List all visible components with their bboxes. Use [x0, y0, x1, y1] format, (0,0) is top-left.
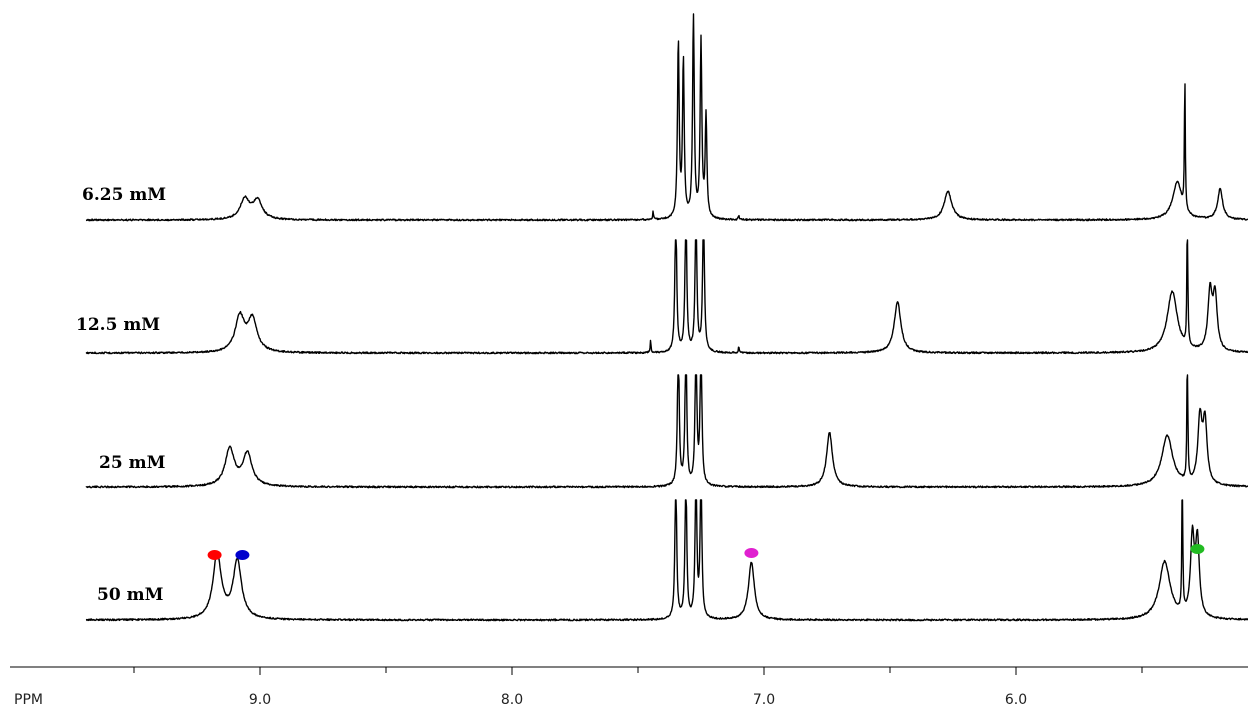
peak-marker	[207, 550, 222, 560]
x-tick-label: 8.0	[501, 692, 523, 708]
x-tick-label: 9.0	[249, 692, 271, 708]
x-axis-title: PPM	[14, 692, 43, 708]
spectra-group	[85, 13, 1248, 622]
x-axis: PPM 9.0 8.0 7.0 6.0	[10, 666, 1248, 708]
spectrum-trace	[85, 13, 1248, 222]
x-tick-label: 6.0	[1005, 692, 1027, 708]
x-tick-label: 7.0	[753, 692, 775, 708]
series-label: 25 mM	[99, 453, 166, 473]
spectrum-trace	[85, 499, 1248, 622]
series-label: 6.25 mM	[82, 185, 166, 205]
peak-marker	[1190, 544, 1205, 554]
series-label: 12.5 mM	[76, 315, 160, 335]
series-labels-group: 6.25 mM 12.5 mM 25 mM 50 mM	[76, 185, 166, 605]
series-label: 50 mM	[97, 585, 164, 605]
peak-markers-group	[207, 544, 1205, 560]
peak-marker	[744, 548, 759, 558]
spectrum-trace	[85, 239, 1248, 355]
spectrum-trace	[85, 374, 1248, 489]
peak-marker	[235, 550, 250, 560]
